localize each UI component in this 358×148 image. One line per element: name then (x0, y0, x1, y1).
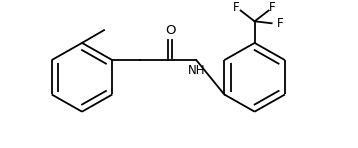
Text: F: F (233, 1, 240, 14)
Text: F: F (277, 17, 283, 30)
Text: O: O (165, 24, 175, 37)
Text: NH: NH (188, 64, 205, 77)
Text: F: F (269, 1, 276, 14)
